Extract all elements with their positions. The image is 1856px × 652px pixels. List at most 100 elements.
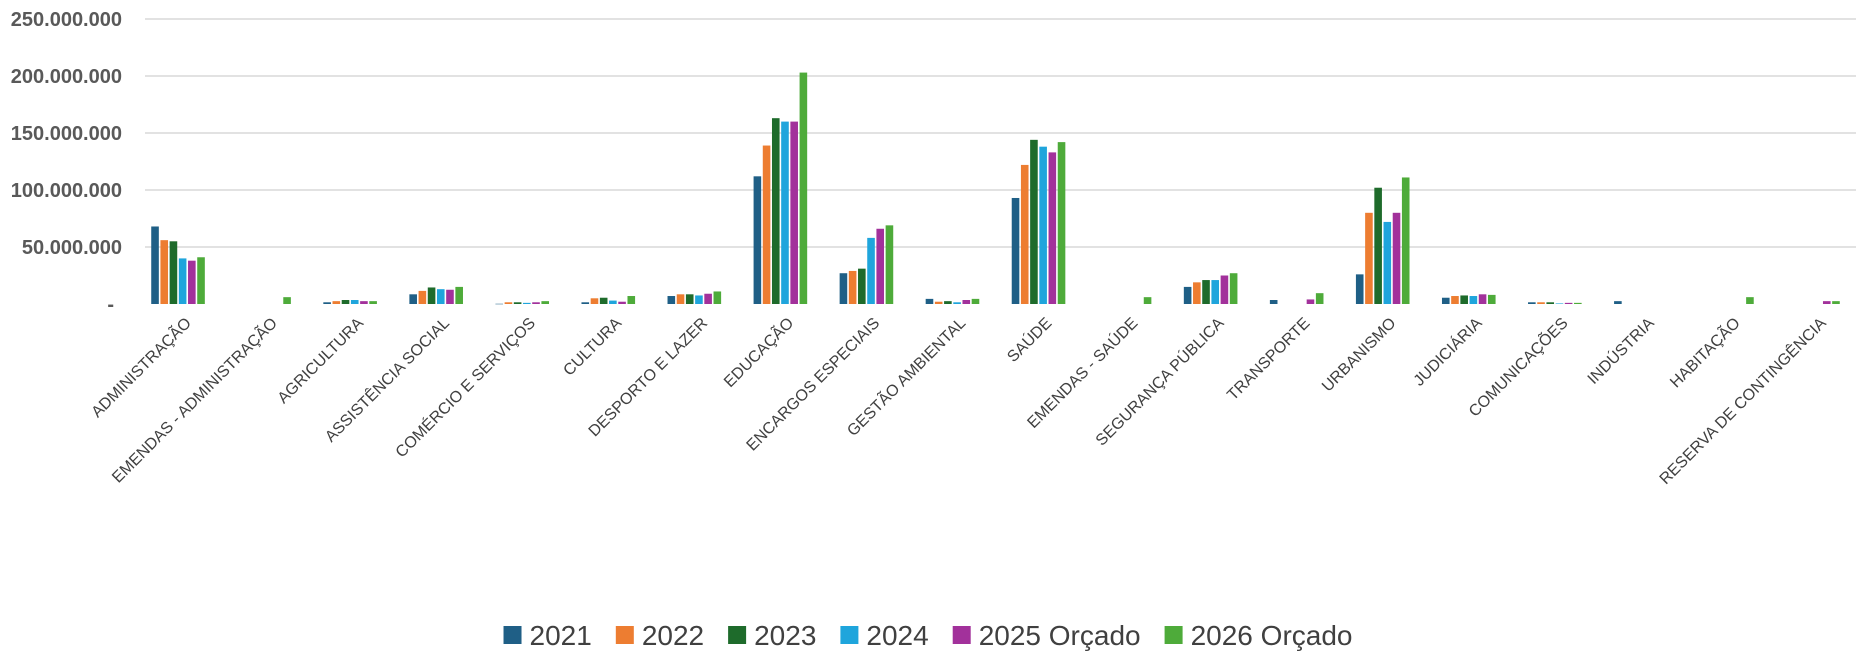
category-label: AGRICULTURA: [275, 315, 368, 408]
legend-swatch: [615, 626, 634, 644]
bar-2021-14: [1355, 274, 1364, 304]
category-label: TRANSPORTE: [1224, 315, 1313, 404]
bar-2022-7: [762, 145, 771, 304]
bar-2022-2: [332, 301, 341, 304]
bar-2024-5: [609, 300, 617, 304]
bar-2023-8: [858, 268, 866, 304]
bar-2021-16: [1528, 302, 1536, 304]
bar-2023-7: [771, 118, 780, 305]
bar-2021-17: [1614, 301, 1622, 304]
bar-2025-orçado-3: [446, 289, 454, 304]
bar-2023-5: [599, 297, 608, 304]
bar-2024-10: [1039, 146, 1047, 304]
bar-2026-orçado-1: [283, 297, 291, 304]
bar-2022-16: [1537, 302, 1545, 304]
bar-2026-orçado-8: [885, 225, 894, 304]
legend-label: 2021: [530, 620, 592, 651]
category-label: CULTURA: [560, 315, 625, 380]
bar-2026-orçado-13: [1315, 293, 1324, 304]
bar-2024-0: [178, 258, 187, 304]
bar-2025-orçado-12: [1220, 275, 1229, 304]
category-label: COMÉRCIO E SERVIÇOS: [391, 313, 539, 461]
bar-2021-6: [667, 296, 676, 304]
legend-label: 2026 Orçado: [1191, 620, 1353, 651]
bar-2023-15: [1460, 295, 1468, 304]
bar-2022-0: [160, 240, 169, 304]
bar-2023-16: [1546, 302, 1555, 304]
legend-label: 2023: [754, 620, 816, 651]
bar-2026-orçado-6: [713, 291, 722, 304]
legend-swatch: [728, 626, 747, 644]
legend-swatch: [1164, 626, 1183, 644]
bar-2024-16: [1555, 303, 1564, 304]
bar-2021-3: [409, 294, 417, 304]
bar-2021-10: [1011, 197, 1020, 304]
bar-2023-0: [169, 241, 178, 304]
bar-2021-12: [1183, 286, 1192, 304]
bar-2023-3: [427, 287, 436, 304]
category-label: RESERVA DE CONTINGÊNCIA: [1655, 313, 1830, 488]
bar-2021-9: [925, 298, 934, 304]
bar-2025-orçado-15: [1478, 294, 1487, 304]
bar-2026-orçado-14: [1401, 177, 1410, 304]
bar-2026-orçado-4: [541, 301, 550, 304]
bar-2023-12: [1202, 280, 1210, 304]
bar-2025-orçado-16: [1564, 302, 1573, 304]
bar-2026-orçado-5: [627, 296, 636, 304]
bar-2023-14: [1374, 187, 1382, 304]
y-tick-label: 100.000.000: [11, 180, 122, 202]
y-tick-label: 250.000.000: [11, 9, 122, 31]
bar-2025-orçado-2: [360, 301, 368, 304]
y-tick-label: 50.000.000: [22, 237, 122, 259]
y-tick-label: 150.000.000: [11, 123, 122, 145]
bar-2021-2: [323, 302, 331, 304]
bar-2022-14: [1365, 212, 1373, 304]
bar-2024-3: [436, 289, 445, 304]
bar-2021-13: [1269, 300, 1278, 304]
y-tick-label: -: [107, 294, 114, 316]
bar-2025-orçado-9: [962, 300, 971, 304]
category-label: EMENDAS - ADMINISTRAÇÃO: [107, 313, 281, 487]
bar-2026-orçado-7: [799, 72, 808, 304]
bar-2022-12: [1193, 282, 1201, 304]
bar-2023-4: [513, 302, 522, 304]
bars: [151, 72, 1840, 305]
bar-2024-12: [1211, 280, 1220, 304]
bar-2025-orçado-6: [704, 293, 712, 304]
bar-2021-0: [151, 226, 159, 304]
bar-2022-10: [1020, 164, 1029, 304]
bar-2026-orçado-18: [1746, 297, 1754, 304]
bar-2021-8: [839, 273, 848, 304]
bar-2022-3: [418, 290, 427, 304]
bar-2022-8: [848, 270, 857, 304]
bar-2024-7: [781, 121, 789, 304]
bar-2026-orçado-9: [971, 298, 980, 304]
bar-2021-7: [753, 176, 762, 304]
bar-2022-15: [1451, 296, 1459, 304]
bar-2026-orçado-19: [1832, 301, 1840, 304]
bar-2025-orçado-13: [1306, 299, 1315, 304]
legend: 2021 2022 2023 2024 2025 Orçado 2026 Orçado: [503, 620, 1353, 651]
category-label: HABITAÇÃO: [1665, 313, 1744, 392]
bar-2025-orçado-19: [1822, 301, 1831, 304]
category-label: EDUCAÇÃO: [719, 313, 797, 391]
bar-2026-orçado-12: [1229, 273, 1238, 304]
bar-2025-orçado-7: [790, 121, 798, 304]
bar-2023-2: [341, 300, 350, 304]
legend-swatch: [503, 626, 522, 644]
bar-2023-6: [685, 294, 694, 304]
bar-2021-5: [581, 302, 590, 304]
legend-label: 2022: [642, 620, 704, 651]
bar-2023-9: [944, 301, 952, 304]
bar-2025-orçado-5: [618, 301, 626, 304]
legend-label: 2025 Orçado: [979, 620, 1141, 651]
bar-2025-orçado-14: [1392, 212, 1401, 304]
legend-label: 2024: [866, 620, 928, 651]
bar-2022-6: [676, 294, 685, 304]
category-label: SAÚDE: [1003, 313, 1055, 365]
y-axis-tick-labels: - 50.000.000 100.000.000 150.000.000 200.000…: [11, 9, 122, 316]
bar-2024-15: [1469, 296, 1478, 304]
category-label: INDÚSTRIA: [1583, 313, 1658, 388]
bar-2024-6: [695, 295, 703, 304]
